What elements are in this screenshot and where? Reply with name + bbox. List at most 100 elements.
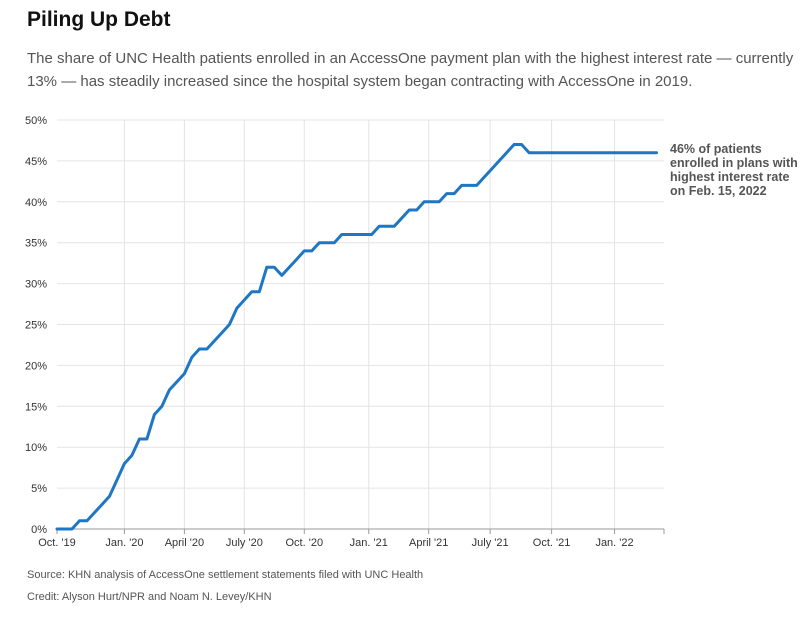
data-point: [550, 151, 553, 154]
data-point: [542, 151, 546, 154]
x-tick-label: July '21: [472, 537, 509, 549]
data-point: [587, 151, 591, 154]
data-point: [453, 192, 456, 195]
data-point: [475, 184, 478, 187]
data-point: [205, 347, 209, 351]
data-point: [235, 306, 239, 310]
data-point: [617, 151, 621, 154]
chart-subtitle: The share of UNC Health patients enrolle…: [27, 50, 794, 90]
x-tick-label: Jan. '22: [595, 537, 633, 549]
data-point: [85, 519, 89, 522]
data-point: [123, 462, 126, 465]
credit-note: Credit: Alyson Hurt/NPR and Noam N. Leve…: [27, 591, 272, 603]
data-point: [572, 151, 576, 154]
data-point: [535, 151, 538, 154]
x-tick-label: July '20: [226, 537, 263, 549]
y-tick-label: 0%: [31, 524, 47, 536]
data-point: [632, 151, 636, 154]
data-point: [625, 151, 628, 154]
data-point: [310, 249, 313, 253]
y-tick-label: 10%: [25, 442, 47, 454]
data-point: [415, 208, 418, 212]
data-point: [333, 241, 336, 244]
chart-title: Piling Up Debt: [27, 8, 171, 31]
data-point: [213, 339, 216, 343]
end-value-annotation: 46% of patients enrolled in plans with h…: [670, 142, 798, 198]
data-point: [318, 241, 321, 244]
data-point: [490, 167, 493, 171]
data-point: [640, 151, 643, 154]
data-point: [438, 200, 441, 203]
data-point: [580, 151, 583, 154]
data-point: [55, 527, 59, 531]
source-note: Source: KHN analysis of AccessOne settle…: [27, 569, 424, 581]
x-tick-label: Oct. '19: [38, 537, 76, 549]
data-point: [355, 233, 358, 236]
data-point: [385, 225, 388, 228]
data-point: [348, 233, 351, 236]
data-point: [602, 151, 606, 154]
data-point: [647, 151, 651, 154]
y-tick-label: 20%: [25, 360, 47, 372]
data-point: [138, 437, 141, 441]
data-point: [153, 413, 156, 416]
data-point: [325, 241, 328, 244]
data-point: [378, 225, 381, 228]
y-tick-label: 45%: [25, 156, 47, 168]
data-point: [115, 478, 119, 482]
data-point: [370, 233, 373, 236]
data-point: [273, 266, 276, 269]
data-point: [468, 184, 471, 187]
data-point: [130, 454, 134, 457]
data-point: [303, 249, 306, 253]
data-point: [482, 176, 486, 179]
data-point: [198, 347, 201, 351]
x-tick-label: Jan. '21: [350, 537, 388, 549]
data-point: [70, 527, 74, 531]
line-chart: 0% 5% 10% 15% 20% 25% 30% 35% 40% 45% 50% Oct. '19 J…: [25, 115, 665, 549]
data-point: [220, 331, 224, 334]
data-point: [520, 143, 523, 146]
axes: 0% 5% 10% 15% 20% 25% 30% 35% 40% 45% 50% Oct. '19 J…: [25, 115, 665, 549]
y-tick-label: 25%: [25, 320, 47, 332]
data-point: [610, 151, 613, 154]
y-tick-label: 15%: [25, 401, 47, 413]
data-point: [460, 184, 463, 187]
data-point: [430, 200, 433, 203]
y-tick-label: 35%: [25, 238, 47, 250]
series-line: [55, 143, 658, 531]
data-point: [423, 200, 426, 203]
data-point: [557, 151, 561, 154]
gridlines: [57, 119, 664, 529]
data-point: [190, 356, 194, 359]
data-point: [445, 192, 448, 195]
data-point: [408, 208, 411, 212]
data-point: [363, 233, 366, 236]
data-point: [168, 388, 171, 392]
data-point: [497, 159, 501, 163]
data-point: [183, 372, 186, 375]
data-point: [175, 380, 179, 383]
data-point: [93, 511, 96, 514]
y-tick-label: 5%: [31, 483, 47, 495]
data-point: [565, 151, 568, 154]
data-point: [145, 437, 149, 441]
data-point: [595, 151, 598, 154]
data-point: [78, 519, 81, 522]
data-point: [280, 274, 283, 277]
data-point: [655, 151, 658, 154]
data-point: [243, 298, 246, 302]
x-tick-label: Oct. '21: [533, 537, 571, 549]
y-tick-label: 40%: [25, 197, 47, 209]
data-point: [288, 266, 291, 269]
data-point: [100, 503, 104, 506]
data-point: [505, 151, 508, 154]
x-tick-label: April '20: [165, 537, 204, 549]
data-point: [393, 225, 396, 228]
x-tick-label: April '21: [409, 537, 448, 549]
x-tick-label: Oct. '20: [286, 537, 324, 549]
series-layer: [55, 143, 658, 531]
data-point: [340, 233, 343, 236]
data-point: [295, 257, 298, 261]
data-point: [228, 323, 231, 326]
